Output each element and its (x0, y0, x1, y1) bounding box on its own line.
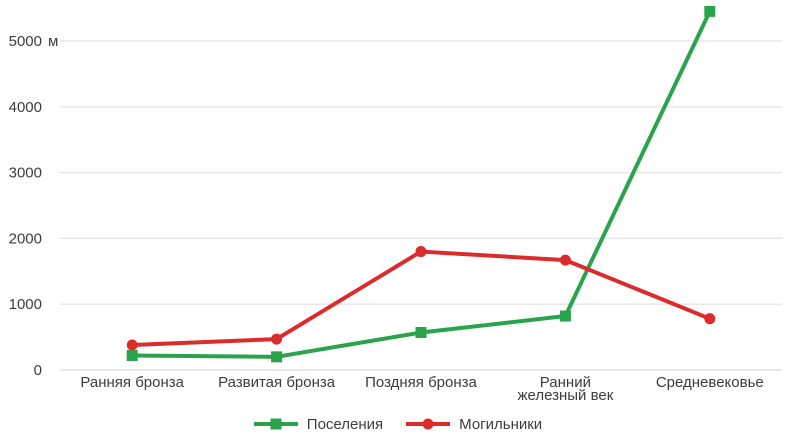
y-axis-unit-label: м (48, 33, 58, 50)
data-point-marker-settlements (704, 5, 716, 17)
burial-grounds-line-swatch-icon (406, 418, 451, 430)
data-point-marker-settlements (126, 350, 138, 362)
settlements-line-swatch-icon (253, 418, 298, 430)
y-tick-label: 0 (34, 362, 42, 379)
y-tick-label: 1000 (9, 296, 42, 313)
x-category-label: Ранняя бронза (80, 374, 184, 391)
x-category-label: Ранний железный век (517, 374, 613, 404)
data-point-marker-settlements (559, 310, 571, 322)
chart-legend: Поселения Могильники (0, 406, 795, 442)
data-point-marker-settlements (271, 351, 283, 363)
legend-label-burial-grounds: Могильники (459, 415, 543, 433)
legend-item-burial-grounds: Могильники (405, 416, 542, 433)
data-point-marker-settlements (415, 326, 427, 338)
data-point-marker-burial-grounds (126, 339, 138, 351)
line-chart-plot-area: 0 1000 2000 3000 4000 5000 м Ранняя бронза Разви… (9, 5, 782, 404)
y-tick-label: 5000 (9, 33, 42, 50)
x-category-label: Средневековье (656, 374, 764, 391)
data-point-marker-burial-grounds (271, 333, 283, 345)
y-tick-label: 4000 (9, 99, 42, 116)
x-category-label: Поздняя бронза (365, 374, 477, 391)
data-point-marker-burial-grounds (559, 254, 571, 266)
data-point-marker-burial-grounds (415, 246, 427, 258)
legend-label-settlements: Поселения (306, 415, 384, 433)
data-point-marker-burial-grounds (704, 313, 716, 325)
series-line-settlements (130, 9, 712, 359)
legend-item-settlements: Поселения (253, 416, 383, 433)
y-tick-label: 2000 (9, 230, 42, 247)
x-category-label: Развитая бронза (218, 374, 336, 391)
y-tick-label: 3000 (9, 165, 42, 182)
